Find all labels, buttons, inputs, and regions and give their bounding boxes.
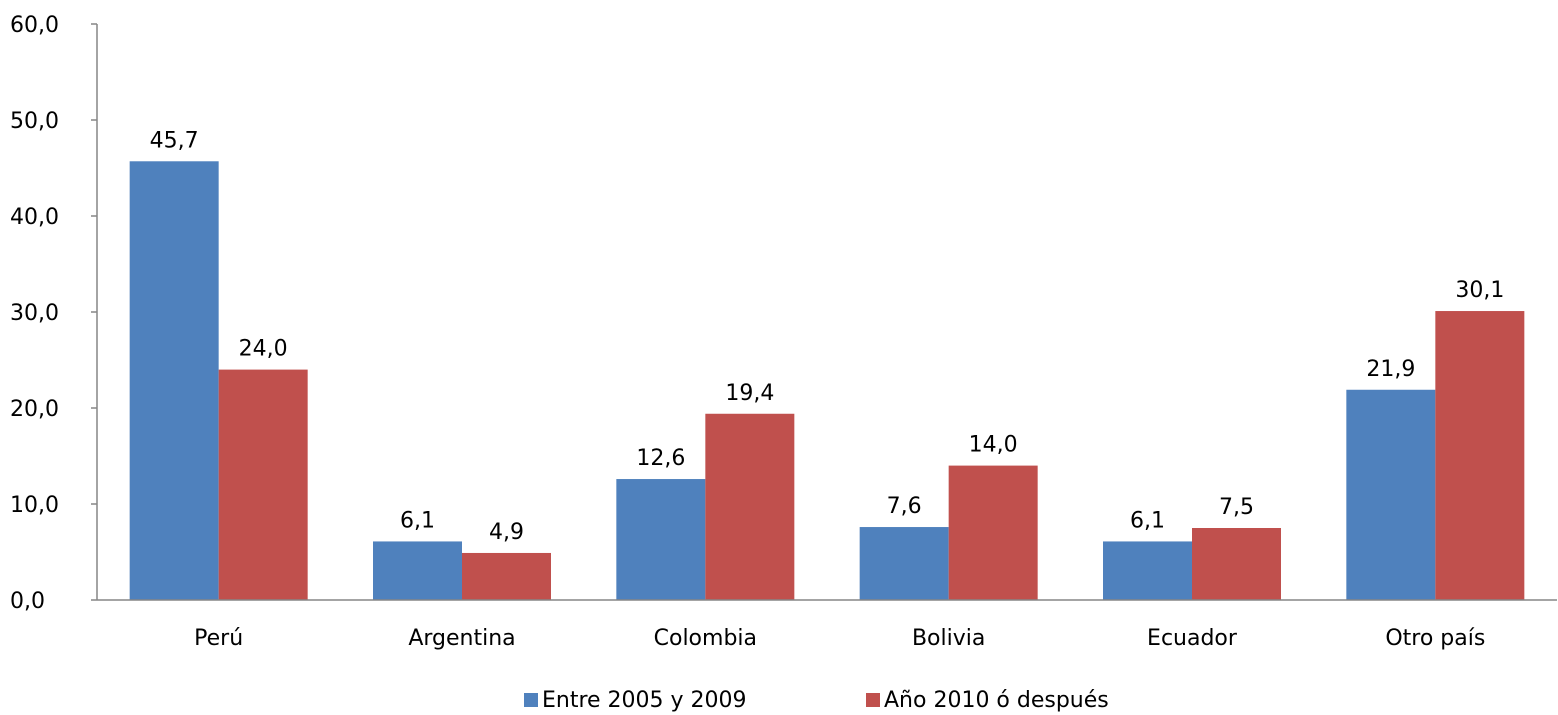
y-axis-ticks: 0,0 10,0 20,0 30,0 40,0 50,0 60,0	[10, 13, 97, 614]
bar-series-1	[1103, 541, 1192, 600]
data-labels: 45,7 24,0 6,1 4,9 12,6 19,4 7,6 14,0 6,1 7,5 21,9 3…	[150, 128, 1505, 545]
legend-label: Entre 2005 y 2009	[542, 688, 747, 713]
category-label: Bolivia	[912, 626, 985, 651]
y-tick-label: 30,0	[10, 301, 59, 326]
legend: Entre 2005 y 2009 Año 2010 ó después	[524, 688, 1109, 713]
legend-swatch	[524, 693, 538, 707]
legend-label: Año 2010 ó después	[884, 688, 1109, 713]
y-tick-label: 50,0	[10, 109, 59, 134]
y-tick-label: 0,0	[10, 589, 45, 614]
data-label: 14,0	[969, 433, 1018, 458]
y-tick-label: 60,0	[10, 13, 59, 38]
category-label: Argentina	[408, 626, 515, 651]
bar-series-1	[616, 479, 706, 600]
bar-series-2	[218, 369, 308, 600]
category-label: Ecuador	[1147, 626, 1238, 651]
x-axis-category-labels: Perú Argentina Colombia Bolivia Ecuador Otro …	[194, 626, 1485, 651]
data-label: 19,4	[725, 381, 774, 406]
legend-swatch	[866, 693, 880, 707]
data-label: 6,1	[400, 508, 435, 533]
bar-series-1	[373, 541, 462, 600]
data-label: 7,5	[1219, 495, 1254, 520]
bar-series-2	[948, 465, 1038, 600]
data-label: 6,1	[1130, 508, 1165, 533]
data-label: 30,1	[1455, 278, 1504, 303]
data-label: 24,0	[239, 337, 288, 362]
data-label: 12,6	[636, 446, 685, 471]
bar-series-1	[1346, 389, 1436, 600]
data-label: 21,9	[1366, 357, 1415, 382]
bar-series-2	[462, 552, 551, 600]
bars	[129, 161, 1525, 600]
data-label: 4,9	[489, 520, 524, 545]
category-label: Colombia	[654, 626, 757, 651]
y-tick-label: 20,0	[10, 397, 59, 422]
bar-series-1	[129, 161, 219, 600]
bar-series-2	[705, 413, 795, 600]
category-label: Perú	[194, 626, 243, 651]
category-label: Otro país	[1385, 626, 1485, 651]
y-tick-label: 40,0	[10, 205, 59, 230]
bar-series-1	[859, 527, 949, 600]
bar-series-2	[1192, 528, 1281, 600]
y-tick-label: 10,0	[10, 493, 59, 518]
bar-series-2	[1435, 311, 1525, 600]
data-label: 7,6	[887, 494, 922, 519]
data-label: 45,7	[150, 128, 199, 153]
